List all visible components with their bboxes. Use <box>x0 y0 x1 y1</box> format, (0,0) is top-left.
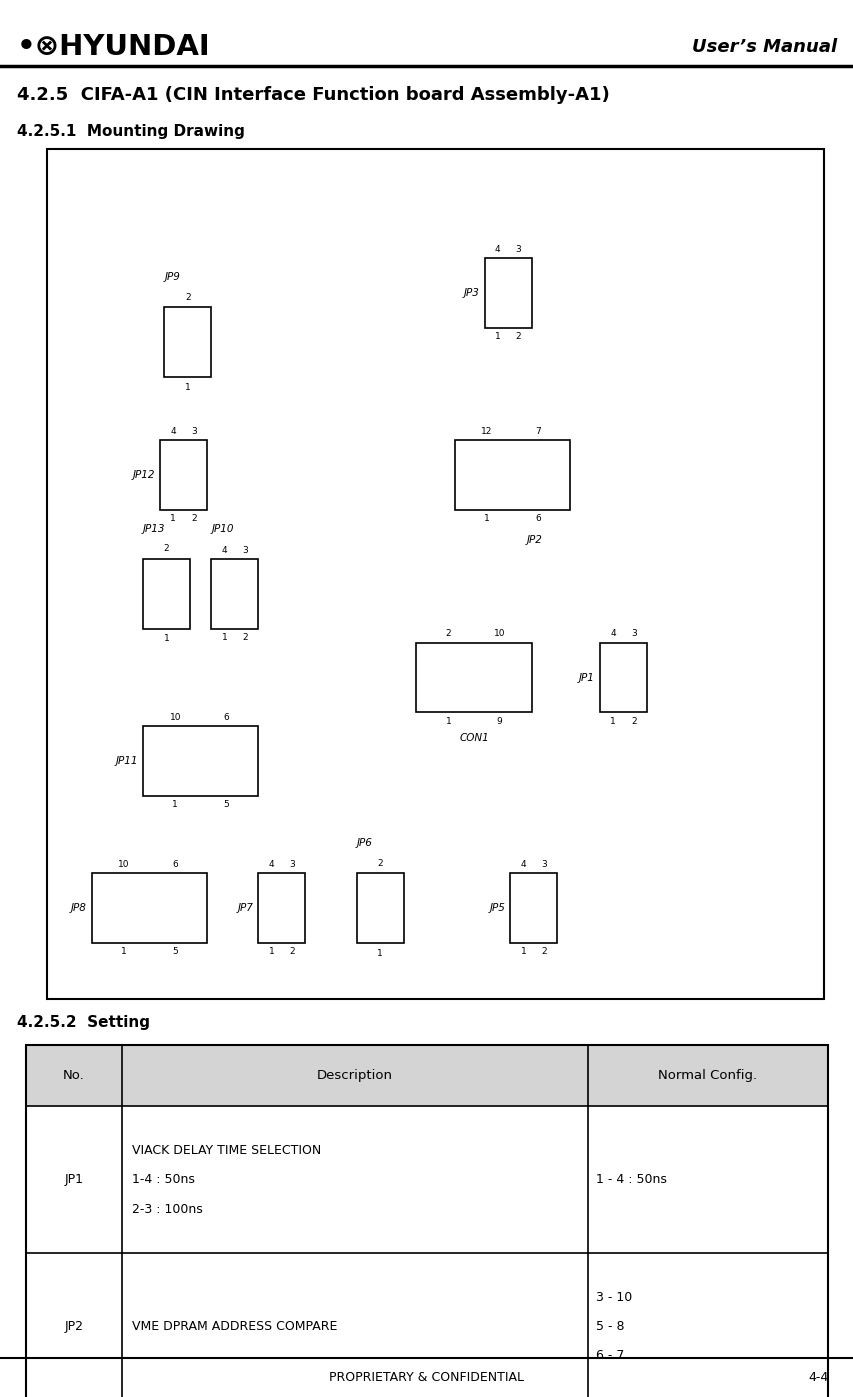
Text: User’s Manual: User’s Manual <box>691 39 836 56</box>
Text: 4: 4 <box>520 861 525 869</box>
Bar <box>454 440 570 510</box>
Text: JP10: JP10 <box>212 524 234 534</box>
Text: JP9: JP9 <box>164 272 180 282</box>
Text: 3: 3 <box>289 861 294 869</box>
Text: 4.2.5  CIFA-A1 (CIN Interface Function board Assembly-A1): 4.2.5 CIFA-A1 (CIN Interface Function bo… <box>17 87 609 103</box>
Text: JP5: JP5 <box>489 902 505 914</box>
Text: •⊗HYUNDAI: •⊗HYUNDAI <box>17 34 211 61</box>
Text: 1 - 4 : 50ns: 1 - 4 : 50ns <box>595 1173 666 1186</box>
Text: 2: 2 <box>191 514 196 522</box>
Text: 10: 10 <box>119 861 130 869</box>
Text: 1: 1 <box>171 514 176 522</box>
Text: 2: 2 <box>630 717 635 725</box>
Text: 3: 3 <box>541 861 546 869</box>
Text: JP8: JP8 <box>71 902 86 914</box>
Text: JP2: JP2 <box>64 1320 84 1333</box>
Text: 10: 10 <box>170 714 181 722</box>
Text: 3: 3 <box>630 630 635 638</box>
Text: JP6: JP6 <box>357 838 372 848</box>
Bar <box>92 873 207 943</box>
Text: JP12: JP12 <box>132 469 155 481</box>
Text: JP1: JP1 <box>578 672 594 683</box>
Text: 2: 2 <box>445 630 451 638</box>
Text: 1: 1 <box>484 514 490 522</box>
Text: 2: 2 <box>515 332 520 341</box>
Text: 4: 4 <box>171 427 176 436</box>
Text: 4: 4 <box>222 546 227 555</box>
Text: 6: 6 <box>534 514 540 522</box>
Bar <box>357 873 403 943</box>
Bar <box>143 559 190 629</box>
Bar <box>47 149 823 999</box>
Text: JP13: JP13 <box>143 524 165 534</box>
Text: 4.2.5.2  Setting: 4.2.5.2 Setting <box>17 1016 150 1030</box>
Bar <box>510 873 557 943</box>
Text: 12: 12 <box>481 427 492 436</box>
Bar <box>212 559 258 629</box>
Text: 1: 1 <box>445 717 451 725</box>
Text: 3: 3 <box>191 427 196 436</box>
Text: 1: 1 <box>610 717 615 725</box>
Text: 9: 9 <box>496 717 502 725</box>
Text: 10: 10 <box>493 630 504 638</box>
Text: 1: 1 <box>164 634 169 643</box>
Text: 4: 4 <box>269 861 274 869</box>
Text: CON1: CON1 <box>459 733 488 743</box>
Text: 1: 1 <box>495 332 500 341</box>
Text: JP7: JP7 <box>237 902 252 914</box>
Bar <box>258 873 305 943</box>
Text: PROPRIETARY & CONFIDENTIAL: PROPRIETARY & CONFIDENTIAL <box>329 1370 524 1384</box>
Text: JP2: JP2 <box>525 535 542 545</box>
Text: 2-3 : 100ns: 2-3 : 100ns <box>132 1203 203 1215</box>
Text: 2: 2 <box>164 545 169 553</box>
Text: JP1: JP1 <box>64 1173 84 1186</box>
Text: 7: 7 <box>534 427 540 436</box>
Text: 5 - 8: 5 - 8 <box>595 1320 624 1333</box>
Bar <box>599 643 647 712</box>
Text: JP3: JP3 <box>463 288 479 299</box>
Text: 2: 2 <box>185 293 190 302</box>
Text: 1: 1 <box>377 949 382 957</box>
Text: 6: 6 <box>171 861 177 869</box>
Text: 5: 5 <box>171 947 177 956</box>
Text: 2: 2 <box>289 947 294 956</box>
Text: 1: 1 <box>172 800 178 809</box>
Bar <box>416 643 531 712</box>
Bar <box>26 1045 827 1397</box>
Text: 4.2.5.1  Mounting Drawing: 4.2.5.1 Mounting Drawing <box>17 124 245 138</box>
Text: 1: 1 <box>269 947 274 956</box>
Text: 1: 1 <box>222 633 227 641</box>
Bar <box>164 307 212 377</box>
Text: 5: 5 <box>223 800 229 809</box>
Text: 4-4: 4-4 <box>807 1370 827 1384</box>
Text: JP11: JP11 <box>115 756 137 767</box>
Text: 1: 1 <box>121 947 127 956</box>
Text: 1-4 : 50ns: 1-4 : 50ns <box>132 1173 194 1186</box>
Text: Description: Description <box>316 1069 392 1083</box>
Text: Normal Config.: Normal Config. <box>658 1069 757 1083</box>
Text: 1: 1 <box>520 947 525 956</box>
Text: 6 - 7: 6 - 7 <box>595 1350 624 1362</box>
Bar <box>485 258 531 328</box>
Text: 3: 3 <box>242 546 247 555</box>
Text: No.: No. <box>63 1069 84 1083</box>
Text: 4: 4 <box>610 630 615 638</box>
Text: 2: 2 <box>541 947 546 956</box>
Text: 2: 2 <box>377 859 382 868</box>
Text: 1: 1 <box>185 383 190 391</box>
Text: VME DPRAM ADDRESS COMPARE: VME DPRAM ADDRESS COMPARE <box>132 1320 337 1333</box>
Text: 3: 3 <box>515 246 520 254</box>
Text: 4: 4 <box>495 246 500 254</box>
Bar <box>26 1045 827 1106</box>
Text: 3 - 10: 3 - 10 <box>595 1291 631 1303</box>
Text: 2: 2 <box>242 633 247 641</box>
Text: 6: 6 <box>223 714 229 722</box>
Bar <box>142 726 258 796</box>
Bar <box>160 440 207 510</box>
Text: VIACK DELAY TIME SELECTION: VIACK DELAY TIME SELECTION <box>132 1144 321 1157</box>
